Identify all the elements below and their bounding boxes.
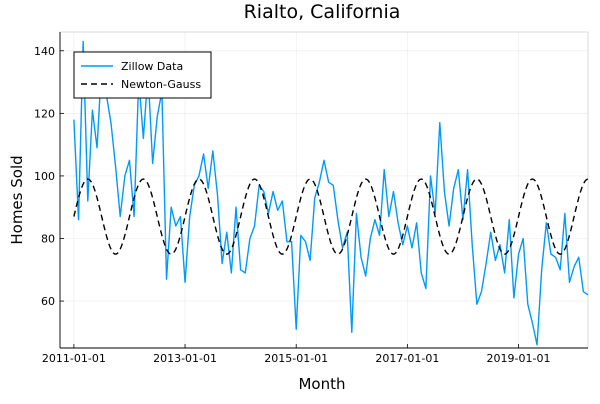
- x-tick-label: 2017-01-01: [375, 352, 439, 365]
- y-axis-title: Homes Sold: [8, 155, 26, 244]
- legend: Zillow Data Newton-Gauss: [74, 52, 211, 98]
- y-tick-label: 100: [34, 170, 55, 183]
- x-tick-label: 2019-01-01: [487, 352, 551, 365]
- x-tick-label: 2013-01-01: [153, 352, 217, 365]
- legend-label-newton-gauss: Newton-Gauss: [121, 78, 201, 91]
- y-tick-label: 80: [41, 232, 55, 245]
- x-tick-label: 2015-01-01: [264, 352, 328, 365]
- y-tick-label: 60: [41, 295, 55, 308]
- legend-box: [74, 52, 211, 98]
- y-tick-label: 140: [34, 45, 55, 58]
- legend-label-zillow-data: Zillow Data: [121, 60, 183, 73]
- x-axis-title: Month: [298, 375, 345, 393]
- chart-title: Rialto, California: [244, 1, 401, 23]
- y-tick-label: 120: [34, 107, 55, 120]
- x-tick-label: 2011-01-01: [42, 352, 106, 365]
